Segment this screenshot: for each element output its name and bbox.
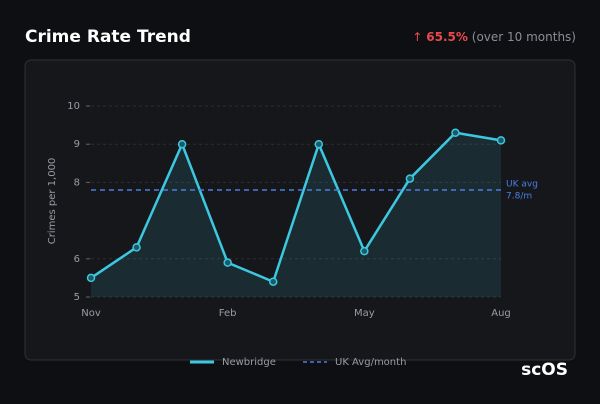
point bbox=[86, 273, 96, 283]
point bbox=[360, 246, 369, 256]
y-axis-label: Crimes per 1,000 bbox=[47, 158, 58, 245]
change: ↑ 65.5% (over 10 months) bbox=[412, 30, 576, 44]
y-tick-label: 10 bbox=[67, 101, 80, 112]
reference-label: UK avg bbox=[506, 180, 538, 190]
legend-label: Newbridge bbox=[222, 357, 276, 368]
reference-value: 7.8/m bbox=[506, 192, 532, 202]
watermark: scOS bbox=[521, 360, 568, 380]
point bbox=[268, 277, 278, 286]
x-tick-label: Aug bbox=[491, 308, 511, 319]
point bbox=[223, 258, 232, 267]
plot: 5 6 8 9 10 Nov Feb May Aug UK avg 7.8/m Newbridge UK… bbox=[67, 101, 538, 368]
legend-label: UK Avg/month bbox=[335, 357, 406, 368]
y-tick-label: 5 bbox=[74, 292, 80, 303]
x-tick-label: May bbox=[354, 308, 375, 319]
point bbox=[314, 139, 324, 149]
y-tick-label: 6 bbox=[74, 254, 80, 265]
x-tick-label: Nov bbox=[81, 308, 101, 319]
line bbox=[90, 131, 502, 284]
title: Crime Rate Trend bbox=[25, 27, 191, 47]
point bbox=[405, 174, 415, 183]
arrow: ↑ bbox=[412, 30, 422, 44]
panel bbox=[24, 59, 576, 361]
point bbox=[132, 243, 141, 252]
change-value: 65.5% bbox=[426, 30, 468, 44]
y-tick-label: 9 bbox=[74, 139, 80, 150]
y-tick-label: 8 bbox=[74, 177, 80, 188]
x-tick-label: Feb bbox=[219, 308, 237, 319]
period: (over 10 months) bbox=[472, 30, 576, 44]
point bbox=[496, 136, 506, 145]
point bbox=[451, 128, 460, 137]
point bbox=[177, 139, 187, 149]
